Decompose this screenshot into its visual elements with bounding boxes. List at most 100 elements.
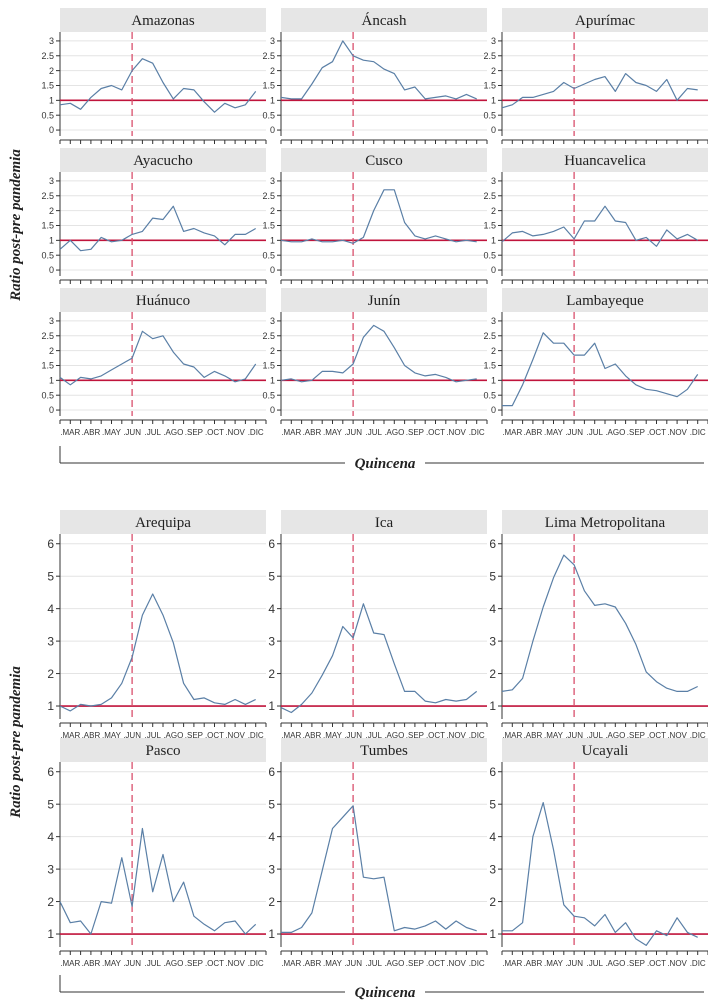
panel-pasco: Pasco 1 2 3 4 5 6 .MAR .ABR .MAY .JUN .JUL .AGO .SEP.… xyxy=(47,738,267,968)
x-tick-label: .JUN xyxy=(344,428,362,437)
x-tick-label: .OCT xyxy=(205,959,224,968)
y-tick-label: 1 xyxy=(49,95,54,105)
panel-junin: Junín 0 0.5 1 1.5 2 2.5 3 .MAR .ABR .MAY .JUN .JUL .A… xyxy=(262,288,488,437)
series-line xyxy=(280,40,477,100)
y-tick-label: 4 xyxy=(489,602,496,616)
series-line xyxy=(501,554,698,693)
y-tick-label: 1.5 xyxy=(41,81,54,91)
y-tick-label: 3 xyxy=(270,36,275,46)
x-tick-label: .NOV xyxy=(446,731,466,740)
y-tick-label: 0 xyxy=(491,125,496,135)
x-tick-label: .ABR xyxy=(524,428,543,437)
panel-title: Cusco xyxy=(365,153,403,169)
y-tick-label: 5 xyxy=(489,797,496,811)
x-tick-label: .SEP xyxy=(627,731,645,740)
x-tick-label: .OCT xyxy=(426,959,445,968)
x-tick-label: .JUN xyxy=(344,731,362,740)
panel-huancavelica: Huancavelica00.511.522.53.MAR.ABR.MAY.JU… xyxy=(483,148,708,297)
x-tick-label: .JUL xyxy=(365,428,382,437)
panel-strip xyxy=(502,510,708,534)
x-tick-label: .NOV xyxy=(225,428,245,437)
x-tick-label: .MAR xyxy=(60,428,80,437)
x-tick-label: .SEP xyxy=(406,428,424,437)
x-tick-label: .MAY xyxy=(323,731,343,740)
x-tick-label: .SEP xyxy=(627,428,645,437)
x-tick-label: .DIC xyxy=(469,959,485,968)
x-tick-label: .MAY xyxy=(544,731,564,740)
panel-apurimac: Apurímac00.511.522.53.MAR.ABR.MAY.JUN.JU… xyxy=(483,8,708,157)
panel-ucayali: Ucayali 1 2 3 4 5 6 .MAR .ABR .MAY .JUN .JUL .AGO .SE… xyxy=(489,738,708,968)
panel-title: Arequipa xyxy=(135,515,191,531)
y-tick-label: 0 xyxy=(491,265,496,275)
x-tick-label: .OCT xyxy=(205,731,224,740)
y-tick-label: 2 xyxy=(489,667,496,681)
y-tick-label: 0.5 xyxy=(483,390,496,400)
y-tick-label: 6 xyxy=(47,765,54,779)
x-tick-label: .JUL xyxy=(144,959,161,968)
x-tick-label: .DIC xyxy=(248,731,264,740)
y-tick-label: 2 xyxy=(270,66,275,76)
y-tick-label: 1 xyxy=(268,699,275,713)
y-tick-label: 6 xyxy=(489,537,496,551)
y-tick-label: 3 xyxy=(270,176,275,186)
x-tick-label: .AGO xyxy=(163,428,183,437)
x-tick-label: .SEP xyxy=(627,959,645,968)
panel-title: Tumbes xyxy=(360,743,408,759)
y-tick-label: 6 xyxy=(489,765,496,779)
y-tick-label: 2.5 xyxy=(483,191,496,201)
x-tick-label: .MAR xyxy=(281,731,301,740)
y-tick-label: 0.5 xyxy=(483,250,496,260)
y-tick-label: 0.5 xyxy=(41,250,54,260)
panel-strip xyxy=(60,288,266,312)
x-tick-label: .DIC xyxy=(469,731,485,740)
x-tick-label: .MAY xyxy=(102,428,122,437)
y-tick-label: 1.5 xyxy=(262,361,275,371)
series-line xyxy=(59,593,256,712)
series-line xyxy=(59,205,256,252)
x-tick-label: .JUL xyxy=(586,428,603,437)
y-tick-label: 4 xyxy=(268,830,275,844)
y-tick-label: 2 xyxy=(47,667,54,681)
y-tick-label: 3 xyxy=(491,176,496,186)
series-line xyxy=(501,205,698,247)
x-tick-label: .DIC xyxy=(690,428,706,437)
y-tick-label: 1 xyxy=(491,375,496,385)
x-tick-label: .DIC xyxy=(690,731,706,740)
y-tick-label: 1.5 xyxy=(262,81,275,91)
x-tick-label: .AGO xyxy=(163,731,183,740)
panel-ancash: Áncash00.511.522.53.MAR.ABR.MAY.JUN.JUL.… xyxy=(262,8,488,157)
x-tick-label: .MAY xyxy=(323,959,343,968)
series-line xyxy=(502,332,699,407)
panel-title: Ica xyxy=(375,515,394,531)
x-tick-label: .MAR xyxy=(502,731,522,740)
series-line xyxy=(59,330,257,386)
panel-strip xyxy=(281,510,487,534)
y-tick-label: 1 xyxy=(47,927,54,941)
x-tick-label: .ABR xyxy=(303,959,322,968)
x-tick-label: .JUL xyxy=(144,428,161,437)
y-tick-label: 2 xyxy=(270,346,275,356)
x-tick-label: .SEP xyxy=(406,959,424,968)
panel-strip xyxy=(281,288,487,312)
y-tick-label: 6 xyxy=(47,537,54,551)
panel-title: Lima Metropolitana xyxy=(545,515,666,531)
panel-ayacucho: Ayacucho00.511.522.53.MAR.ABR.MAY.JUN.JU… xyxy=(41,148,267,297)
panel-title: Pasco xyxy=(146,743,181,759)
y-tick-label: 2 xyxy=(49,346,54,356)
y-tick-label: 3 xyxy=(270,316,275,326)
x-tick-label: .ABR xyxy=(82,428,101,437)
y-tick-label: 4 xyxy=(47,602,54,616)
y-tick-label: 1 xyxy=(489,699,496,713)
x-tick-label: .AGO xyxy=(384,428,404,437)
y-tick-label: 5 xyxy=(47,569,54,583)
x-tick-label: .JUL xyxy=(365,731,382,740)
x-tick-label: .AGO xyxy=(605,959,625,968)
panel-strip xyxy=(60,510,266,534)
x-tick-label: .OCT xyxy=(426,731,445,740)
x-tick-label: .MAR xyxy=(281,428,301,437)
panel-strip xyxy=(502,8,708,32)
x-tick-label: .MAR xyxy=(60,959,80,968)
x-tick-label: .NOV xyxy=(225,731,245,740)
y-tick-label: 3 xyxy=(268,634,275,648)
